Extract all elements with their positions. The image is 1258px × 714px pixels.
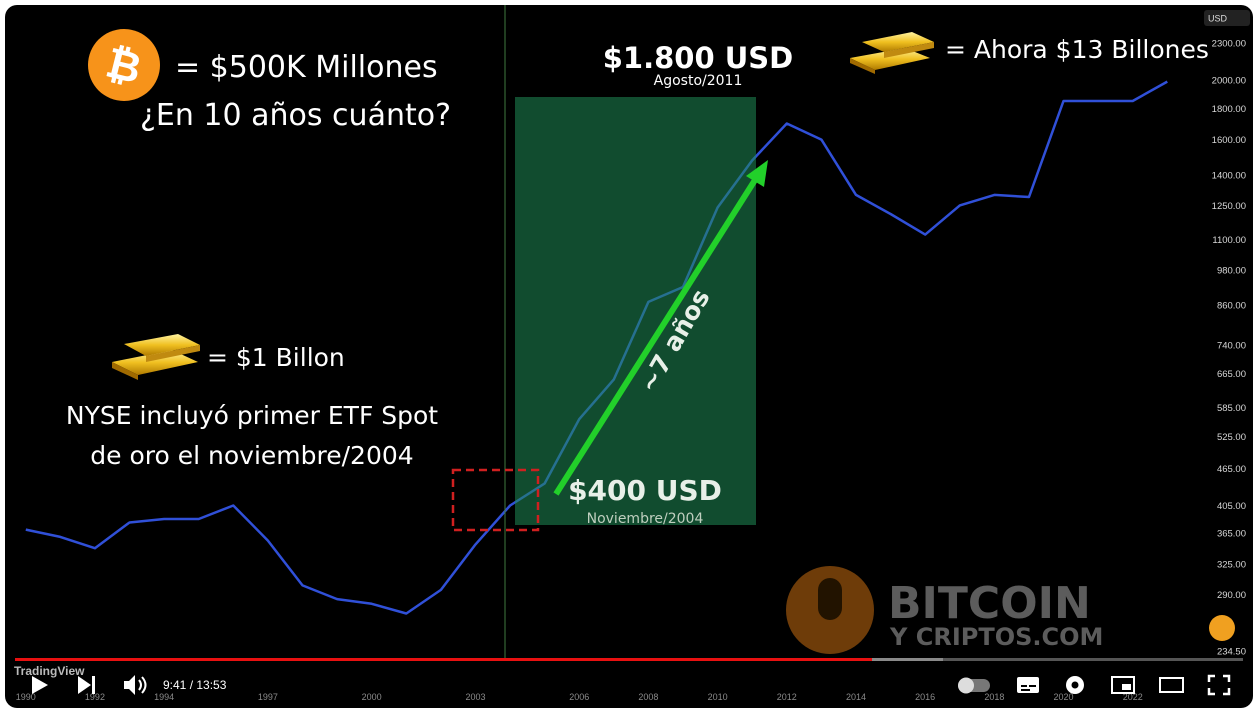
- y-tick-label: 465.00: [1217, 464, 1246, 475]
- y-tick-label: 860.00: [1217, 300, 1246, 311]
- subtitles-button[interactable]: [1017, 677, 1039, 693]
- y-tick-label: 365.00: [1217, 529, 1246, 540]
- currency-box[interactable]: [1204, 10, 1250, 26]
- x-tick-label: 1990: [16, 692, 36, 702]
- peak-date: Agosto/2011: [654, 73, 743, 89]
- x-tick-label: 1994: [154, 692, 174, 702]
- gold-bars-icon: [850, 32, 934, 74]
- settings-button[interactable]: [1066, 676, 1084, 694]
- x-tick-label: 1997: [258, 692, 278, 702]
- arrow-head: [746, 160, 768, 187]
- time-display: 9:41 / 13:53: [163, 678, 227, 692]
- y-tick-label: 1800.00: [1212, 104, 1246, 115]
- theater-button[interactable]: [1159, 677, 1184, 693]
- y-tick-label: 325.00: [1217, 560, 1246, 571]
- gold-now-text: = Ahora $13 Billones: [945, 35, 1209, 64]
- x-tick-label: 2003: [465, 692, 485, 702]
- x-tick-label: 2018: [984, 692, 1004, 702]
- x-tick-label: 2014: [846, 692, 866, 702]
- miniplayer-button[interactable]: [1111, 676, 1135, 694]
- x-tick-label: 2010: [708, 692, 728, 702]
- dashed-box: [451, 468, 540, 532]
- bitcoin-text: = $500K Millones: [175, 50, 438, 85]
- start-price: $400 USD: [568, 474, 722, 507]
- y-tick-label: 234.50: [1217, 647, 1246, 658]
- y-tick-label: 585.00: [1217, 403, 1246, 414]
- etf-note-line: NYSE incluyó primer ETF Spot: [66, 401, 438, 430]
- currency-label: USD: [1208, 14, 1228, 24]
- y-tick-label: 1600.00: [1212, 135, 1246, 146]
- x-tick-label: 2006: [569, 692, 589, 702]
- y-tick-label: 290.00: [1217, 590, 1246, 601]
- watermark-mic: [818, 578, 842, 620]
- volume-button[interactable]: [124, 675, 147, 695]
- y-tick-label: 1250.00: [1212, 201, 1246, 212]
- video-frame: 2300.00 2000.00 1800.00 1600.00 1400.00 1250.…: [5, 5, 1253, 708]
- x-tick-label: 2012: [777, 692, 797, 702]
- start-date: Noviembre/2004: [587, 511, 704, 527]
- gold-2004-text: = $1 Billon: [207, 343, 345, 372]
- watermark: BITCOIN Y CRIPTOS.COM: [786, 566, 1103, 654]
- y-tick-label: 2300.00: [1212, 39, 1246, 50]
- gold-bars-icon: [112, 334, 200, 380]
- play-button[interactable]: [32, 676, 48, 694]
- y-tick-label: 665.00: [1217, 369, 1246, 380]
- source-label: TradingView: [14, 664, 85, 678]
- y-tick-label: 1400.00: [1212, 171, 1246, 182]
- x-tick-label: 2016: [915, 692, 935, 702]
- channel-badge[interactable]: [1209, 615, 1235, 641]
- watermark-subtitle: Y CRIPTOS.COM: [889, 623, 1103, 651]
- highlight-box: [515, 97, 756, 525]
- x-tick-label: 2008: [638, 692, 658, 702]
- etf-note-line: de oro el noviembre/2004: [90, 441, 413, 470]
- x-tick-label: 1992: [85, 692, 105, 702]
- autoplay-toggle[interactable]: [958, 677, 990, 694]
- y-tick-label: 2000.00: [1212, 76, 1246, 87]
- fullscreen-button[interactable]: [1207, 674, 1231, 696]
- watermark-title: BITCOIN: [888, 578, 1091, 629]
- y-tick-label: 740.00: [1217, 340, 1246, 351]
- bitcoin-question: ¿En 10 años cuánto?: [140, 98, 451, 133]
- next-button[interactable]: [78, 676, 95, 694]
- progress-played: [15, 658, 872, 661]
- x-tick-label: 2022: [1123, 692, 1143, 702]
- bitcoin-logo: [88, 29, 160, 101]
- y-tick-label: 405.00: [1217, 501, 1246, 512]
- x-tick-label: 2020: [1054, 692, 1074, 702]
- y-tick-label: 525.00: [1217, 432, 1246, 443]
- y-tick-label: 1100.00: [1212, 235, 1246, 246]
- arrow-shaft: [553, 178, 758, 496]
- y-tick-label: 980.00: [1217, 266, 1246, 277]
- peak-price: $1.800 USD: [603, 41, 794, 75]
- x-tick-label: 2000: [362, 692, 382, 702]
